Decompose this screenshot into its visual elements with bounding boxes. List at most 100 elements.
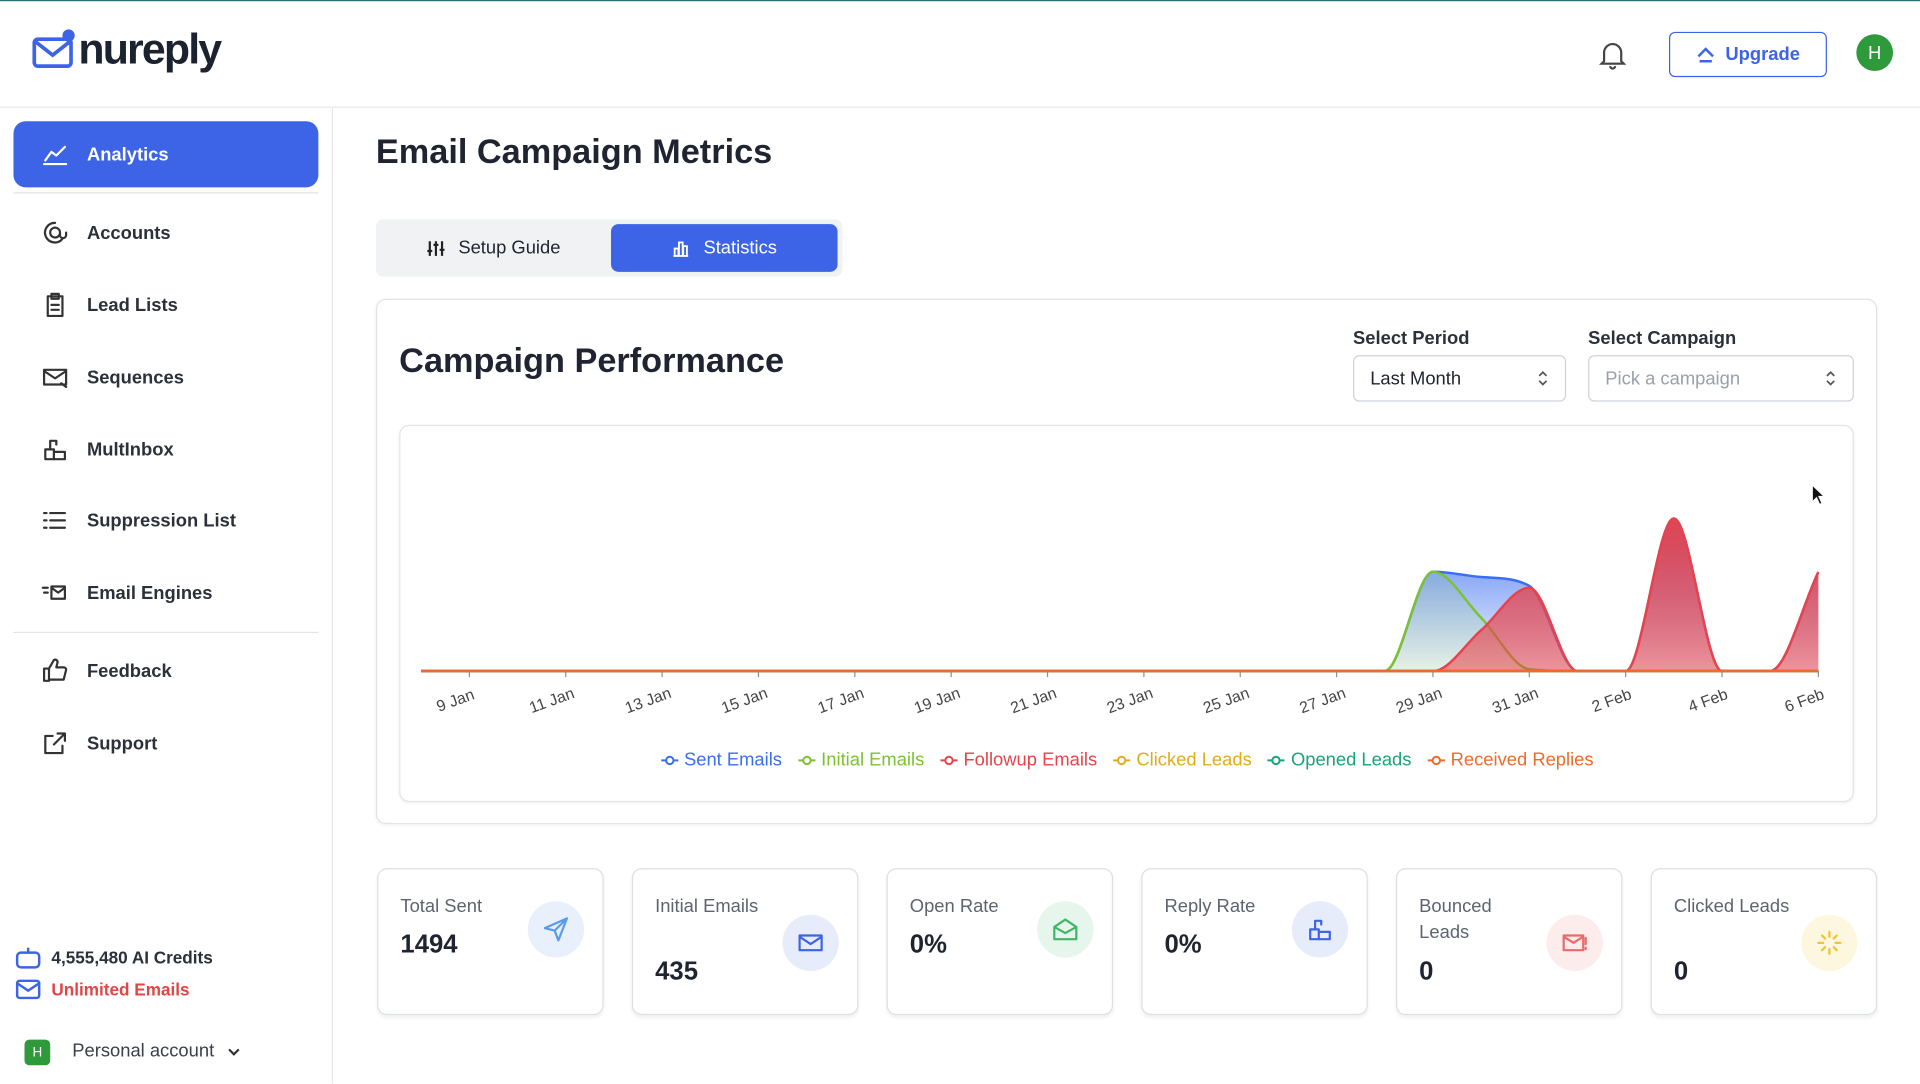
chart-frame bbox=[399, 424, 1854, 803]
legend-dot bbox=[1431, 755, 1441, 765]
campaign-select[interactable]: Pick a campaign bbox=[1588, 355, 1854, 402]
tab-active[interactable]: Statistics bbox=[611, 224, 838, 272]
nav-item[interactable]: Suppression List bbox=[13, 487, 318, 553]
avatar[interactable]: H bbox=[1856, 34, 1894, 72]
x-tick-label: 17 Jan bbox=[816, 685, 867, 717]
tab-icon bbox=[427, 240, 445, 256]
account-avatar: H bbox=[24, 1039, 51, 1066]
account-switcher[interactable]: Personal account bbox=[72, 1041, 241, 1062]
legend-dot bbox=[664, 755, 674, 765]
x-tick-label: 15 Jan bbox=[719, 685, 770, 717]
nav-label: Suppression List bbox=[86, 510, 236, 531]
stat-icon bbox=[1291, 901, 1349, 958]
legend-label: Sent Emails bbox=[683, 749, 782, 771]
stat-icon-svg bbox=[1053, 918, 1078, 941]
legend-item[interactable]: Clicked Leads bbox=[1112, 749, 1252, 770]
header: nureply Upgrade H bbox=[0, 1, 1920, 108]
x-tick-label: 6 Feb bbox=[1783, 686, 1827, 716]
nav-label: Lead Lists bbox=[86, 294, 178, 316]
nav-item[interactable]: Feedback bbox=[13, 638, 318, 704]
nav-label: Analytics bbox=[86, 143, 169, 165]
campaign-label: Select Campaign bbox=[1588, 328, 1737, 349]
nav-item[interactable]: MultInbox bbox=[13, 416, 318, 482]
stat-value: 0% bbox=[909, 930, 947, 959]
tab-label: Setup Guide bbox=[458, 237, 561, 259]
period-select[interactable]: Last Month bbox=[1353, 355, 1567, 402]
stat-value: 435 bbox=[655, 957, 699, 986]
stat-card: Clicked Leads 0 bbox=[1650, 868, 1878, 1016]
upgrade-button[interactable]: Upgrade bbox=[1668, 31, 1827, 78]
nav-item[interactable]: Email Engines bbox=[13, 560, 318, 626]
legend-item[interactable]: Followup Emails bbox=[939, 749, 1097, 770]
stat-icon-path bbox=[1562, 934, 1587, 952]
legend-dot bbox=[1117, 755, 1127, 765]
stat-card: Reply Rate 0% bbox=[1141, 868, 1368, 1016]
nav-icon bbox=[44, 439, 67, 461]
x-tick-label: 29 Jan bbox=[1394, 685, 1445, 717]
chevron bbox=[228, 1047, 240, 1056]
legend: Sent Emails Initial Emails Followup Emails… bbox=[399, 749, 1854, 770]
line bbox=[421, 517, 1820, 673]
stat-icon-svg bbox=[1562, 934, 1587, 952]
legend-label: Initial Emails bbox=[821, 749, 925, 771]
legend-icon bbox=[940, 755, 958, 765]
stat-label: Initial Emails bbox=[655, 896, 759, 918]
period-label: Select Period bbox=[1353, 328, 1470, 349]
stat-label: Bounced Leads bbox=[1419, 896, 1492, 943]
card-title: Campaign Performance bbox=[399, 341, 785, 380]
area bbox=[421, 571, 1819, 672]
legend-label: Opened Leads bbox=[1290, 749, 1412, 771]
legend-dot bbox=[944, 755, 954, 765]
legend-item[interactable]: Received Replies bbox=[1426, 749, 1594, 771]
x-tick-label: 23 Jan bbox=[1105, 685, 1156, 717]
stat-value: 0 bbox=[1673, 957, 1689, 986]
select-arrows bbox=[1826, 371, 1835, 386]
nav-icon-path bbox=[44, 732, 67, 755]
nav-icon-path bbox=[42, 511, 67, 529]
stat-value: 1494 bbox=[400, 930, 458, 959]
nav-label: Accounts bbox=[86, 222, 171, 244]
x-tick-label: 9 Jan bbox=[434, 686, 476, 715]
legend-icon bbox=[1267, 755, 1285, 765]
nav-icon-path bbox=[43, 221, 68, 244]
nav-label: Email Engines bbox=[86, 582, 213, 604]
x-tick-label: 11 Jan bbox=[527, 685, 577, 717]
stat-icon-svg bbox=[1309, 919, 1331, 941]
nav-item-active[interactable]: Analytics bbox=[13, 121, 319, 188]
top-line bbox=[0, 0, 1920, 2]
robot-icon bbox=[15, 947, 41, 969]
emails-plan: Unlimited Emails bbox=[15, 977, 190, 1001]
legend-item[interactable]: Opened Leads bbox=[1266, 749, 1411, 770]
stat-icon bbox=[527, 901, 585, 958]
legend-label: Followup Emails bbox=[963, 749, 1098, 771]
stat-icon bbox=[1037, 901, 1094, 958]
mail-icon bbox=[15, 979, 41, 1000]
x-tick-label: 19 Jan bbox=[912, 685, 963, 717]
logo[interactable]: nureply bbox=[78, 25, 222, 74]
tab[interactable]: Setup Guide bbox=[381, 224, 606, 272]
legend-item[interactable]: Initial Emails bbox=[797, 749, 925, 771]
x-tick-label: 21 Jan bbox=[1008, 685, 1059, 717]
line bbox=[421, 570, 1819, 673]
legend-item[interactable]: Sent Emails bbox=[659, 749, 782, 770]
credits-text: 4,555,480 AI Credits bbox=[51, 947, 213, 968]
upgrade-label: Upgrade bbox=[1725, 44, 1800, 65]
nav-item[interactable]: Lead Lists bbox=[13, 272, 318, 338]
stat-icon-path bbox=[798, 934, 823, 952]
stat-card: Total Sent 1494 bbox=[377, 868, 604, 1016]
cursor bbox=[1811, 483, 1827, 506]
emails-text: Unlimited Emails bbox=[51, 979, 190, 1000]
legend-label: Received Replies bbox=[1450, 749, 1594, 771]
nav-item[interactable]: Accounts bbox=[13, 200, 318, 266]
credits: 4,555,480 AI Credits bbox=[15, 945, 213, 969]
chart: 9 Jan 11 Jan 13 Jan 15 Jan 17 Jan 19 Jan 21 Ja… bbox=[421, 517, 1827, 717]
stat-icon-svg bbox=[543, 917, 569, 942]
stat-label: Open Rate bbox=[909, 896, 999, 918]
stat-value: 0 bbox=[1419, 957, 1434, 986]
nav-item[interactable]: Sequences bbox=[13, 344, 318, 410]
x-tick-label: 31 Jan bbox=[1490, 685, 1541, 717]
bell-icon[interactable] bbox=[1598, 39, 1627, 71]
nav-item[interactable]: Support bbox=[13, 710, 318, 776]
